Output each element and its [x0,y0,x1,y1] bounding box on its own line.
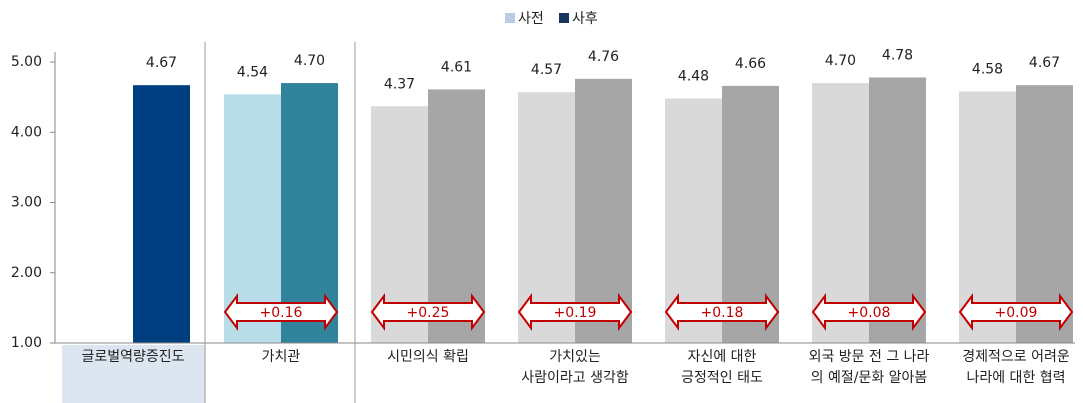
x-tick-label: 경제적으로 어려운 나라에 대한 협력 [962,349,1070,386]
value-label: 4.78 [882,47,913,63]
value-label: 4.66 [735,56,766,72]
x-tick-label: 자신에 대한 긍정적인 태도 [681,349,763,386]
value-label: 4.70 [294,53,325,69]
y-tick-label: 1.00 [11,335,42,351]
x-tick-label: 외국 방문 전 그 나라 의 예절/문화 알아봄 [808,349,930,386]
y-tick-label: 2.00 [11,265,42,281]
legend-label: 사전 [518,11,544,27]
legend-swatch [559,13,569,23]
diff-arrow [664,293,780,331]
value-label: 4.58 [972,62,1003,78]
legend-label: 사후 [572,11,598,27]
diff-arrow [223,293,339,331]
bar [133,85,190,344]
x-tick-label: 가치관 [261,349,301,365]
value-label: 4.70 [825,53,856,69]
diff-label: +0.09 [995,305,1038,321]
diff-label: +0.25 [407,305,450,321]
diff-label: +0.08 [848,305,891,321]
x-tick-label: 가치있는 사람이라고 생각함 [521,349,629,386]
diff-arrow [370,293,486,331]
y-tick-label: 4.00 [11,124,42,140]
diff-arrow [517,293,633,331]
value-label: 4.67 [146,55,177,71]
highlight-bg [62,345,205,403]
diff-arrow [811,293,927,331]
diff-label: +0.18 [701,305,744,321]
y-tick-label: 3.00 [11,195,42,211]
value-label: 4.57 [531,62,562,78]
diff-label: +0.19 [554,305,597,321]
x-tick-label: 시민의식 확립 [387,349,469,365]
bar [869,77,926,343]
value-label: 4.54 [237,64,268,80]
y-tick-label: 5.00 [11,54,42,70]
diff-label: +0.16 [260,305,303,321]
legend-swatch [505,13,515,23]
value-label: 4.37 [384,76,415,92]
x-tick-label: 글로벌역량증진도 [81,349,185,365]
value-label: 4.48 [678,69,709,85]
value-label: 4.76 [588,49,619,65]
value-label: 4.61 [441,59,472,75]
value-label: 4.67 [1029,55,1060,71]
bar [575,78,632,344]
diff-arrow [958,293,1074,331]
